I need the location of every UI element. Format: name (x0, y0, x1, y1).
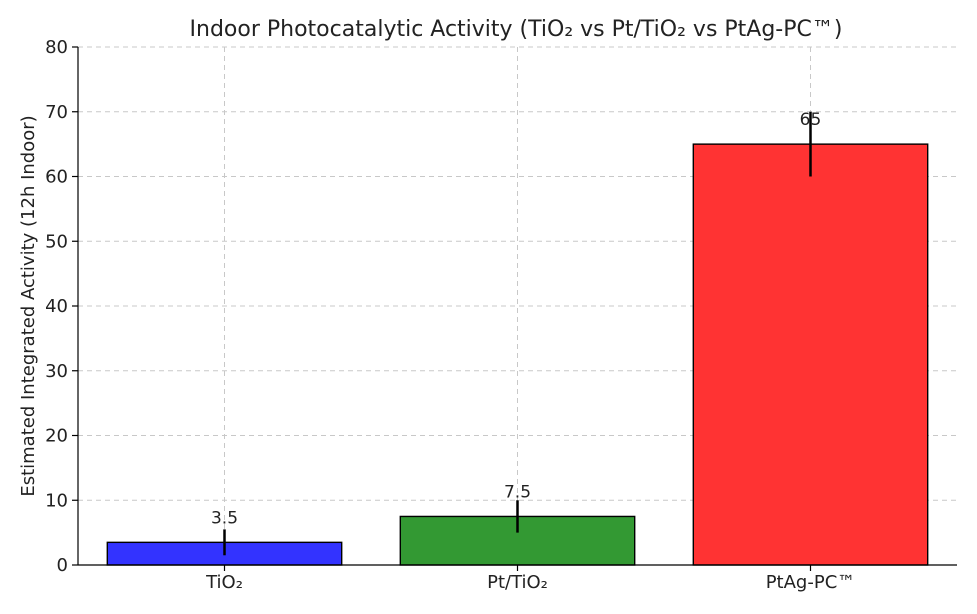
data-label: 65 (800, 110, 822, 130)
data-label: 7.5 (504, 482, 531, 502)
x-tick-label: Pt/TiO₂ (487, 572, 548, 593)
y-tick-label: 30 (45, 361, 68, 382)
y-tick-label: 20 (45, 426, 68, 447)
x-tick-label: TiO₂ (205, 572, 243, 593)
y-tick-label: 60 (45, 167, 68, 188)
y-tick-label: 50 (45, 231, 68, 252)
x-tick-label: PtAg-PC™ (766, 572, 856, 593)
bar (692, 143, 929, 566)
axis-layer (72, 46, 957, 571)
y-tick-label: 0 (57, 555, 68, 576)
y-axis-label: Estimated Integrated Activity (12h Indoo… (18, 115, 39, 496)
label-layer: 0 10 20 30 40 50 60 70 80 3.5 TiO₂ 7.5 Pt/TiO₂ 65 PtAg… (45, 37, 855, 593)
y-tick-label: 70 (45, 102, 68, 123)
chart-title: Indoor Photocatalytic Activity (TiO₂ vs … (190, 17, 843, 42)
bar-layer (106, 111, 929, 566)
y-tick-label: 10 (45, 490, 68, 511)
y-tick-label: 40 (45, 296, 68, 317)
data-label: 3.5 (211, 508, 238, 528)
y-tick-label: 80 (45, 37, 68, 58)
